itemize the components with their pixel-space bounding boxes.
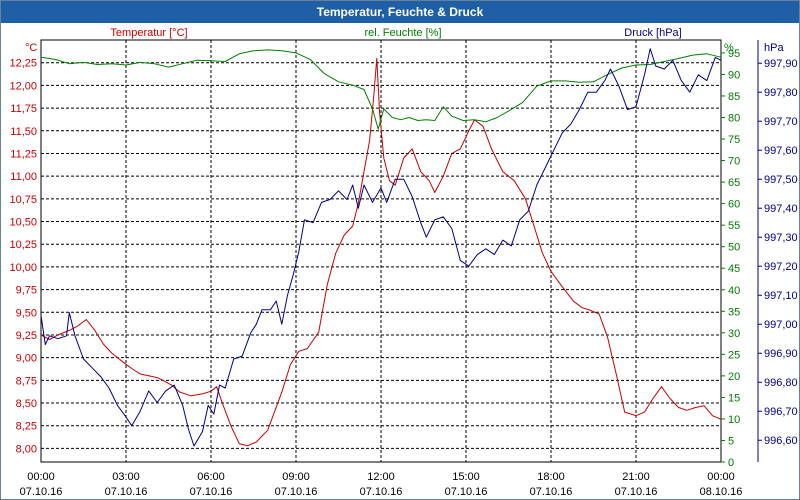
x-tick-time-label: 09:00 bbox=[282, 471, 310, 483]
temperature-unit-label: °C bbox=[25, 42, 37, 54]
window-title: Temperatur, Feuchte & Druck bbox=[1, 1, 799, 23]
temperature-tick-label: 12,00 bbox=[9, 80, 37, 92]
temperature-tick-label: 9,75 bbox=[16, 285, 37, 297]
humidity-tick-label: 45 bbox=[728, 263, 740, 275]
x-tick-time-label: 00:00 bbox=[707, 471, 735, 483]
humidity-tick-label: 5 bbox=[728, 435, 734, 447]
humidity-unit-label: % bbox=[724, 42, 734, 54]
pressure-tick-label: 997,30 bbox=[764, 232, 798, 244]
humidity-tick-label: 20 bbox=[728, 371, 740, 383]
temperature-tick-label: 12,25 bbox=[9, 58, 37, 70]
humidity-tick-label: 25 bbox=[728, 349, 740, 361]
humidity-tick-label: 85 bbox=[728, 91, 740, 103]
humidity-tick-label: 10 bbox=[728, 414, 740, 426]
pressure-tick-label: 997,40 bbox=[764, 203, 798, 215]
x-tick-time-label: 06:00 bbox=[197, 471, 225, 483]
humidity-tick-label: 30 bbox=[728, 328, 740, 340]
humidity-tick-label: 35 bbox=[728, 306, 740, 318]
pressure-tick-label: 996,60 bbox=[764, 435, 798, 447]
x-tick-time-label: 21:00 bbox=[622, 471, 650, 483]
pressure-tick-label: 997,90 bbox=[764, 58, 798, 70]
pressure-tick-label: 996,80 bbox=[764, 377, 798, 389]
pressure-tick-label: 996,70 bbox=[764, 406, 798, 418]
humidity-tick-label: 90 bbox=[728, 69, 740, 81]
pressure-unit-label: hPa bbox=[764, 42, 784, 54]
humidity-tick-label: 0 bbox=[728, 457, 734, 469]
humidity-tick-label: 60 bbox=[728, 199, 740, 211]
pressure-tick-label: 997,50 bbox=[764, 174, 798, 186]
x-tick-date-label: 07.10.16 bbox=[20, 486, 63, 498]
x-tick-time-label: 15:00 bbox=[452, 471, 480, 483]
temperature-tick-label: 11,75 bbox=[10, 103, 37, 115]
x-tick-date-label: 07.10.16 bbox=[190, 486, 233, 498]
x-tick-date-label: 07.10.16 bbox=[530, 486, 573, 498]
x-tick-date-label: 07.10.16 bbox=[445, 486, 488, 498]
x-tick-time-label: 03:00 bbox=[112, 471, 140, 483]
humidity-tick-label: 15 bbox=[728, 392, 740, 404]
temperature-tick-label: 10,00 bbox=[9, 262, 37, 274]
humidity-tick-label: 50 bbox=[728, 242, 740, 254]
temperature-tick-label: 11,50 bbox=[10, 126, 37, 138]
temperature-tick-label: 8,75 bbox=[16, 375, 37, 387]
pressure-tick-label: 997,60 bbox=[764, 145, 798, 157]
temperature-tick-label: 9,25 bbox=[16, 330, 37, 342]
temperature-tick-label: 9,50 bbox=[16, 307, 37, 319]
humidity-tick-label: 75 bbox=[728, 134, 740, 146]
legend-humidity: rel. Feuchte [%] bbox=[364, 27, 441, 39]
pressure-tick-label: 996,90 bbox=[764, 348, 798, 360]
pressure-tick-label: 997,10 bbox=[764, 290, 798, 302]
pressure-tick-label: 997,20 bbox=[764, 261, 798, 273]
humidity-tick-label: 55 bbox=[728, 220, 740, 232]
series-line-humidity bbox=[40, 49, 722, 130]
pressure-tick-label: 997,80 bbox=[764, 87, 798, 99]
temperature-tick-label: 8,00 bbox=[16, 443, 37, 455]
x-tick-time-label: 00:00 bbox=[27, 471, 55, 483]
series-line-pressure bbox=[40, 48, 722, 447]
temperature-tick-label: 10,25 bbox=[9, 239, 37, 251]
x-tick-date-label: 07.10.16 bbox=[360, 486, 403, 498]
series-line-temperature bbox=[40, 57, 722, 447]
temperature-tick-label: 11,25 bbox=[10, 148, 37, 160]
x-tick-time-label: 12:00 bbox=[367, 471, 395, 483]
x-tick-date-label: 07.10.16 bbox=[275, 486, 318, 498]
x-tick-time-label: 18:00 bbox=[537, 471, 565, 483]
pressure-tick-label: 997,00 bbox=[764, 319, 798, 331]
temperature-tick-label: 11,00 bbox=[10, 171, 37, 183]
temperature-tick-label: 8,50 bbox=[16, 398, 37, 410]
humidity-tick-label: 80 bbox=[728, 113, 740, 125]
temperature-tick-label: 10,75 bbox=[9, 194, 37, 206]
legend-pressure: Druck [hPa] bbox=[624, 27, 681, 39]
temperature-tick-label: 10,50 bbox=[9, 217, 37, 229]
temperature-tick-label: 9,00 bbox=[16, 353, 37, 365]
legend-temperature: Temperatur [°C] bbox=[110, 27, 187, 39]
x-tick-date-label: 07.10.16 bbox=[105, 486, 148, 498]
humidity-tick-label: 70 bbox=[728, 156, 740, 168]
temperature-tick-label: 8,25 bbox=[16, 421, 37, 433]
x-tick-date-label: 07.10.16 bbox=[615, 486, 658, 498]
pressure-tick-label: 997,70 bbox=[764, 116, 798, 128]
humidity-tick-label: 40 bbox=[728, 285, 740, 297]
x-tick-date-label: 08.10.16 bbox=[700, 486, 743, 498]
humidity-tick-label: 65 bbox=[728, 177, 740, 189]
humidity-tick-label: 95 bbox=[728, 48, 740, 60]
